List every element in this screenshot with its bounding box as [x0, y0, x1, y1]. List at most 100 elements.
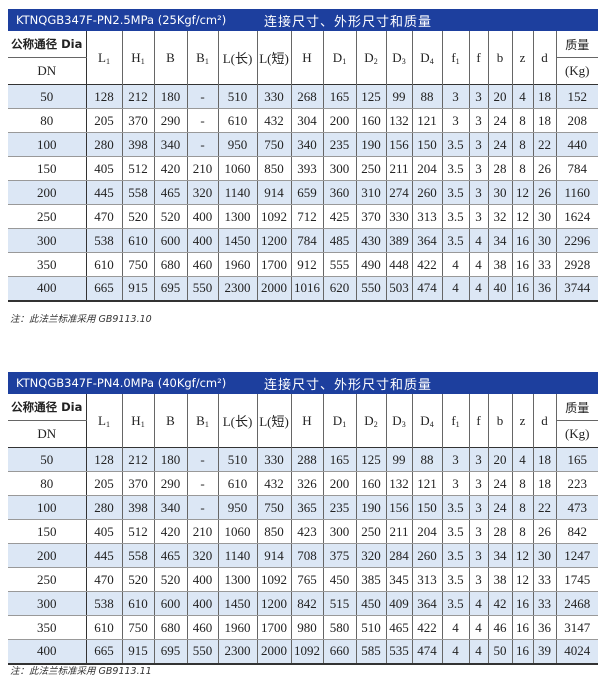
column-header: L(长) [218, 394, 258, 448]
value-cell: 520 [154, 204, 188, 229]
value-cell: 1745 [556, 567, 598, 592]
dimension-table: 公称通径 Dia L1 H1 B B1 L(长) L(短) H D1 D2 D3 D4 f1 f b z d 质量… [8, 31, 598, 302]
value-cell: 398 [122, 132, 155, 157]
value-cell: 4 [469, 639, 489, 665]
value-cell: 660 [323, 639, 357, 665]
column-header-main: D [392, 412, 402, 428]
value-cell: 340 [154, 132, 188, 157]
value-cell: 200 [323, 471, 357, 496]
mass-header-unit: (Kg) [564, 63, 590, 78]
value-cell: 3 [469, 567, 489, 592]
value-cell: 470 [86, 567, 123, 592]
value-cell: 520 [122, 204, 155, 229]
dn-header-unit: DN [8, 57, 87, 85]
column-header: L(短) [257, 31, 292, 85]
value-cell: 288 [291, 447, 324, 472]
column-header: B [154, 31, 188, 85]
value-cell: 580 [323, 615, 357, 640]
value-cell: 30 [533, 228, 557, 253]
value-cell: 370 [122, 108, 155, 133]
value-cell: 1016 [291, 276, 324, 302]
column-header: B1 [187, 394, 219, 448]
column-header: z [512, 394, 534, 448]
value-cell: 30 [488, 180, 513, 205]
column-header-main: H [302, 412, 312, 428]
column-header: L(短) [257, 394, 292, 448]
column-header-main: B [196, 412, 205, 428]
column-header-subscript: 1 [105, 419, 110, 429]
value-cell: 465 [386, 615, 413, 640]
value-cell: 4 [442, 252, 470, 277]
column-header-main: L [98, 49, 106, 65]
value-cell: 485 [323, 228, 357, 253]
table-row: 100 280 398 340-950 750 340 235 190 156 150 3.5 3 24… [8, 132, 598, 157]
value-cell: 132 [386, 108, 413, 133]
value-cell: 280 [86, 495, 123, 520]
value-cell: 4024 [556, 639, 598, 665]
value-cell: 30 [533, 543, 557, 568]
value-cell: 535 [386, 639, 413, 665]
column-header-subscript: 1 [140, 56, 145, 66]
value-cell: 4 [512, 447, 534, 472]
value-cell: 1960 [218, 252, 258, 277]
value-cell: 2468 [556, 591, 598, 616]
value-cell: 88 [412, 84, 443, 109]
value-cell: 3.5 [442, 543, 470, 568]
value-cell: 165 [323, 84, 357, 109]
value-cell: 512 [122, 156, 155, 181]
column-header: D1 [323, 394, 357, 448]
value-cell: 850 [257, 156, 292, 181]
value-cell: 2296 [556, 228, 598, 253]
value-cell: 3 [442, 447, 470, 472]
value-cell: 3 [442, 84, 470, 109]
value-cell: 8 [512, 519, 534, 544]
column-header-main: H [131, 412, 141, 428]
value-cell: 1200 [257, 228, 292, 253]
column-header: H1 [122, 31, 155, 85]
mass-header-label: 质量 [556, 394, 598, 421]
value-cell: 914 [257, 180, 292, 205]
value-cell: 205 [86, 471, 123, 496]
value-cell: 3 [442, 471, 470, 496]
value-cell: 16 [512, 252, 534, 277]
dn-cell: 150 [8, 519, 87, 544]
value-cell: 284 [386, 543, 413, 568]
value-cell: 915 [122, 276, 155, 302]
value-cell: 364 [412, 228, 443, 253]
column-header-main: B [166, 49, 175, 65]
value-cell: 33 [533, 567, 557, 592]
value-cell: 212 [122, 84, 155, 109]
column-header-main: L [98, 412, 106, 428]
column-header-subscript: 2 [373, 419, 378, 429]
value-cell: 33 [533, 591, 557, 616]
column-header-main: H [131, 49, 141, 65]
value-cell: - [187, 495, 219, 520]
table-block-pn40: KTNQGB347F-PN4.0MPa (40Kgf/cm²) 连接尺寸、外形尺… [8, 372, 598, 665]
value-cell: 364 [412, 591, 443, 616]
value-cell: 1450 [218, 228, 258, 253]
column-header-subscript: 3 [401, 419, 406, 429]
value-cell: 205 [86, 108, 123, 133]
value-cell: - [187, 447, 219, 472]
value-cell: 659 [291, 180, 324, 205]
column-header: B1 [187, 31, 219, 85]
value-cell: 3 [469, 447, 489, 472]
value-cell: 28 [488, 519, 513, 544]
value-cell: 18 [533, 447, 557, 472]
value-cell: 165 [556, 447, 598, 472]
table-note: 注：此法兰标准采用 GB9113.11 [10, 666, 152, 677]
value-cell: 3.5 [442, 519, 470, 544]
value-cell: 980 [291, 615, 324, 640]
value-cell: 3.5 [442, 156, 470, 181]
value-cell: 3.5 [442, 228, 470, 253]
value-cell: 432 [257, 108, 292, 133]
table-note: 注：此法兰标准采用 GB9113.10 [10, 314, 152, 325]
column-header-main: f [476, 49, 481, 65]
value-cell: 1140 [218, 180, 258, 205]
dn-cell: 200 [8, 543, 87, 568]
value-cell: 750 [122, 252, 155, 277]
value-cell: 268 [291, 84, 324, 109]
value-cell: 200 [323, 108, 357, 133]
value-cell: 370 [122, 471, 155, 496]
column-header-main: b [496, 49, 504, 65]
